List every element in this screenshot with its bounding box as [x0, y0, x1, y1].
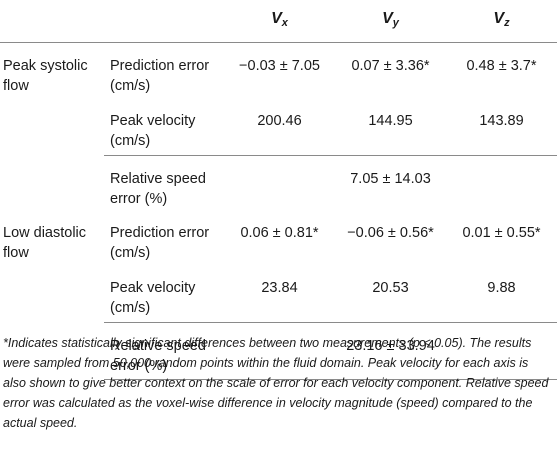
cell-vz: 0.01 ± 0.55*	[462, 225, 541, 241]
cell-vx: 0.06 ± 0.81*	[240, 225, 319, 241]
metric-label: Relative speed error (%)	[104, 155, 224, 210]
results-table: Vx Vy Vz Peak systolic flow Prediction e…	[0, 0, 557, 380]
cell-vz: 0.48 ± 3.7*	[466, 58, 537, 74]
metric-label: Relative speed error (%)	[104, 322, 224, 380]
group-label-low-diastolic: Low diastolic flow	[3, 225, 87, 261]
header-row: Vx Vy Vz	[0, 0, 557, 43]
header-vy: Vy	[335, 0, 446, 43]
table-row: Peak velocity (cm/s) 200.46 144.95 143.8…	[0, 98, 557, 156]
table-row: Low diastolic flow Prediction error (cm/…	[0, 210, 557, 265]
header-vx: Vx	[224, 0, 335, 43]
group-label-peak-systolic: Peak systolic flow	[3, 58, 88, 94]
table-row: Relative speed error (%) 23.16 ± 33.94	[0, 322, 557, 380]
metric-label: Prediction error (cm/s)	[110, 58, 210, 94]
footnote-text: *Indicates statistically significant dif…	[3, 336, 549, 430]
cell-vy: 20.53	[372, 280, 409, 296]
cell-vx: 200.46	[257, 113, 302, 129]
table-row: Peak systolic flow Prediction error (cm/…	[0, 43, 557, 99]
header-blank-group	[0, 0, 104, 43]
metric-label: Prediction error (cm/s)	[110, 225, 210, 261]
metric-label: Peak velocity (cm/s)	[110, 280, 196, 316]
cell-vy: 144.95	[368, 113, 413, 129]
cell-merged: 23.16 ± 33.94	[224, 322, 557, 380]
table-row: Relative speed error (%) 7.05 ± 14.03	[0, 155, 557, 210]
header-blank-metric	[104, 0, 224, 43]
cell-vy: 0.07 ± 3.36*	[351, 58, 430, 74]
table-row: Peak velocity (cm/s) 23.84 20.53 9.88	[0, 265, 557, 323]
table-footnote: *Indicates statistically significant dif…	[3, 333, 553, 433]
cell-vx: 23.84	[261, 280, 298, 296]
cell-vz: 9.88	[487, 280, 516, 296]
header-vz: Vz	[446, 0, 557, 43]
metric-label: Peak velocity (cm/s)	[110, 113, 196, 149]
cell-vx: −0.03 ± 7.05	[239, 58, 320, 74]
cell-merged: 7.05 ± 14.03	[224, 155, 557, 210]
cell-vy: −0.06 ± 0.56*	[347, 225, 434, 241]
cell-vz: 143.89	[479, 113, 524, 129]
